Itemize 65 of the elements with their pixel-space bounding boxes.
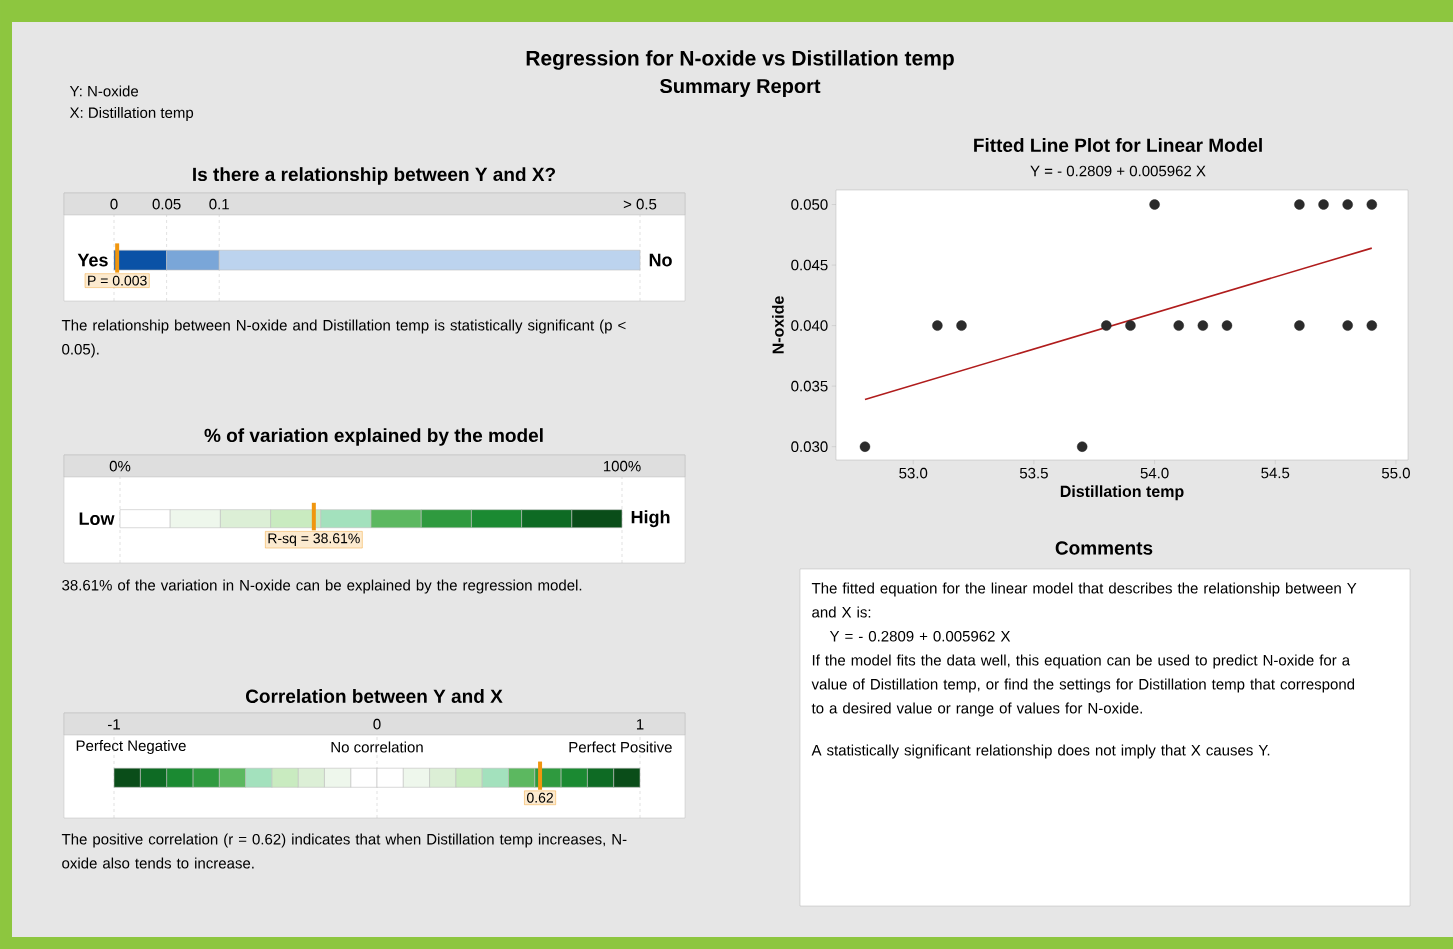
text: X: Distillation temp <box>69 107 194 121</box>
point <box>1294 320 1305 331</box>
point <box>1101 320 1112 331</box>
text: Regression for N-oxide vs Distillation temp <box>526 50 954 70</box>
chart-title: Correlation between Y and X <box>245 689 503 703</box>
point <box>1173 320 1184 331</box>
x-tick-label: 55.0 <box>1381 467 1410 479</box>
x-tick-label: 1 <box>636 719 644 730</box>
x-tick-label: -1 <box>108 719 120 730</box>
x-tick-label: 0.05 <box>152 198 181 210</box>
x-axis-title: Distillation temp <box>1060 485 1184 501</box>
point <box>1342 199 1353 210</box>
point <box>1221 320 1233 331</box>
y-tick-label: 0.045 <box>791 259 828 271</box>
point <box>1366 320 1378 331</box>
y-tick-label: 0.050 <box>791 199 828 210</box>
annotation: Perfect Negative <box>76 740 186 754</box>
x-tick-label: 0 <box>110 198 118 210</box>
annotation: Perfect Positive <box>569 741 672 753</box>
text: Low <box>79 512 115 525</box>
x-tick-label: 0% <box>109 460 131 472</box>
text: If the model fits the data well, this equation can be used to predict N-oxide for a value of Distillation temp, or find the settings for Distillation temp that correspond to a desired value or range of values for N-oxide. <box>811 654 1355 717</box>
x-tick-label: 0.1 <box>209 198 229 210</box>
x-tick-label: 53.0 <box>899 467 928 479</box>
y-tick-label: 0.030 <box>791 441 828 452</box>
point <box>956 320 967 331</box>
x-tick-label: 0 <box>373 718 381 730</box>
text: High <box>631 510 670 528</box>
point <box>1125 320 1136 331</box>
y-tick-label: 0.035 <box>791 380 828 392</box>
text: Y: N-oxide <box>69 85 139 97</box>
ref-line-label: R-sq = 38.61% <box>268 533 360 547</box>
point <box>1197 320 1209 331</box>
point <box>859 441 871 452</box>
x-tick-label: 53.5 <box>1019 467 1048 479</box>
text: Summary Report <box>660 78 821 98</box>
chart-title: % of variation explained by the model <box>204 428 543 446</box>
chart-subtitle: Y = - 0.2809 + 0.005962 X <box>1030 165 1206 177</box>
point <box>932 320 943 331</box>
text: No <box>649 253 672 267</box>
point <box>1366 199 1378 210</box>
point <box>1076 441 1088 452</box>
text: The positive correlation (r = 0.62) indicates that when Distillation temp increases, N-oxide also tends to increase. <box>61 833 627 869</box>
text: Yes <box>77 253 108 267</box>
ref-line-label: P = 0.003 <box>88 275 147 286</box>
ref-line-label: 0.62 <box>526 792 553 803</box>
text: 38.61% of the variation in N-oxide can be explained by the regression model. <box>62 579 582 594</box>
point <box>1318 199 1329 210</box>
point <box>1149 199 1160 210</box>
annotation: No correlation <box>331 741 423 753</box>
point <box>1294 199 1305 210</box>
x-tick-label: 54.5 <box>1261 467 1290 479</box>
text: A statistically significant relationship does not imply that X causes Y. <box>811 744 1270 759</box>
y-tick-label: 0.040 <box>791 320 828 331</box>
point <box>1342 320 1353 331</box>
x-tick-label: > 0.5 <box>623 198 657 210</box>
text: Y = - 0.2809 + 0.005962 X <box>829 630 1011 642</box>
chart-title: Fitted Line Plot for Linear Model <box>974 138 1262 152</box>
text: The fitted equation for the linear model that describes the relationship between Y and X is: <box>811 582 1357 618</box>
chart-title: Is there a relationship between Y and X? <box>193 167 556 185</box>
x-tick-label: 54.0 <box>1140 467 1169 479</box>
text: The relationship between N-oxide and Distillation temp is statistically significant (p < 0.05). <box>61 319 626 358</box>
text: Comments <box>1055 541 1153 555</box>
x-tick-label: 100% <box>603 460 641 472</box>
y-axis-title: N-oxide <box>772 296 784 354</box>
